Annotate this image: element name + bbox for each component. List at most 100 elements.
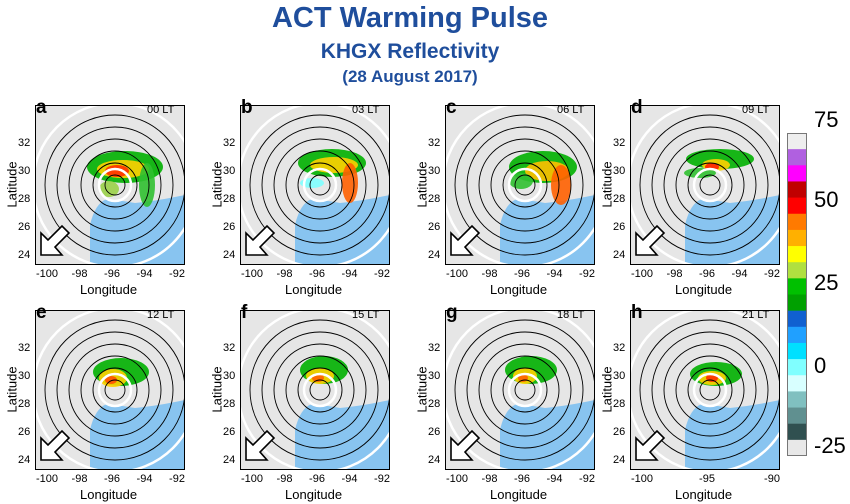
x-tick-label: -100 bbox=[445, 473, 469, 485]
y-tick-label: 24 bbox=[223, 249, 236, 261]
range-ring bbox=[514, 174, 536, 196]
x-tick-label: -92 bbox=[579, 268, 595, 280]
radar-map-g bbox=[445, 310, 595, 470]
x-tick-label: -98 bbox=[481, 268, 498, 280]
y-axis-label: Latitude bbox=[599, 161, 615, 208]
range-ring bbox=[651, 331, 769, 449]
colorbar-bin bbox=[787, 278, 807, 295]
range-ring bbox=[80, 355, 150, 425]
range-ring bbox=[687, 162, 733, 208]
x-axis-label: Longitude bbox=[675, 282, 733, 297]
reflectivity-echo bbox=[300, 178, 324, 188]
white-range-ring bbox=[302, 372, 338, 408]
y-tick-label: 30 bbox=[428, 370, 441, 382]
panel-time: 12 LT bbox=[147, 309, 175, 321]
reflectivity-echo bbox=[551, 165, 571, 205]
radar-map-a bbox=[35, 105, 185, 265]
range-ring bbox=[454, 319, 595, 461]
shear-arrow-icon bbox=[40, 224, 71, 256]
white-range-ring bbox=[97, 167, 133, 203]
y-tick-label: 28 bbox=[613, 398, 626, 410]
y-tick-label: 32 bbox=[613, 137, 626, 149]
panel-letter: c bbox=[446, 97, 457, 118]
range-ring bbox=[639, 319, 780, 461]
y-axis-label: Latitude bbox=[4, 366, 20, 413]
colorbar-bin bbox=[787, 439, 807, 456]
x-tick-label: -96 bbox=[309, 268, 325, 280]
range-ring bbox=[675, 150, 745, 220]
x-tick-label: -96 bbox=[309, 473, 325, 485]
range-ring bbox=[309, 379, 331, 401]
x-tick-label: -98 bbox=[276, 473, 293, 485]
x-tick-label: -96 bbox=[104, 268, 120, 280]
white-range-ring bbox=[302, 167, 338, 203]
range-ring bbox=[699, 174, 721, 196]
y-tick-label: 28 bbox=[223, 398, 236, 410]
range-ring bbox=[699, 379, 721, 401]
range-ring bbox=[478, 138, 572, 232]
x-axis-label: Longitude bbox=[675, 487, 733, 502]
x-tick-label: -96 bbox=[104, 473, 120, 485]
range-ring bbox=[44, 319, 185, 461]
shear-arrow-icon bbox=[635, 429, 666, 461]
reflectivity-echo bbox=[105, 376, 117, 384]
colorbar-bin bbox=[787, 246, 807, 263]
range-ring bbox=[249, 319, 390, 461]
x-tick-label: -100 bbox=[240, 268, 264, 280]
panel-time: 09 LT bbox=[742, 104, 770, 116]
range-ring bbox=[675, 355, 745, 425]
panel-time: 18 LT bbox=[557, 309, 585, 321]
y-tick-label: 24 bbox=[613, 249, 626, 261]
reflectivity-echo bbox=[99, 181, 119, 197]
range-ring bbox=[80, 150, 150, 220]
shear-arrow-icon bbox=[245, 224, 276, 256]
y-tick-label: 32 bbox=[613, 342, 626, 354]
y-tick-label: 28 bbox=[428, 193, 441, 205]
x-tick-label: -98 bbox=[71, 268, 88, 280]
range-ring bbox=[104, 379, 126, 401]
panel-letter: h bbox=[631, 302, 643, 323]
panel-time: 06 LT bbox=[557, 104, 585, 116]
y-tick-label: 28 bbox=[18, 193, 31, 205]
colorbar-bin bbox=[787, 423, 807, 441]
panel-letter: g bbox=[446, 302, 458, 323]
white-range-ring bbox=[97, 372, 133, 408]
radar-map-h bbox=[630, 310, 780, 470]
y-tick-label: 24 bbox=[613, 454, 626, 466]
range-ring bbox=[261, 126, 379, 244]
x-tick-label: -90 bbox=[764, 473, 780, 485]
x-tick-label: -94 bbox=[546, 473, 563, 485]
panel-time: 21 LT bbox=[742, 309, 770, 321]
x-tick-label: -94 bbox=[731, 268, 748, 280]
y-tick-label: 30 bbox=[18, 370, 31, 382]
y-tick-label: 30 bbox=[223, 165, 236, 177]
range-ring bbox=[639, 114, 780, 256]
x-axis-label: Longitude bbox=[80, 487, 138, 502]
y-tick-label: 26 bbox=[613, 221, 626, 233]
y-tick-label: 26 bbox=[613, 426, 626, 438]
range-ring bbox=[297, 367, 343, 413]
radar-map-c bbox=[445, 105, 595, 265]
range-ring bbox=[502, 162, 548, 208]
range-ring bbox=[56, 126, 174, 244]
range-ring bbox=[478, 343, 572, 437]
x-axis-label: Longitude bbox=[285, 282, 343, 297]
x-tick-label: -95 bbox=[699, 473, 715, 485]
x-tick-label: -92 bbox=[374, 268, 390, 280]
y-tick-label: 32 bbox=[223, 137, 236, 149]
range-ring bbox=[490, 150, 560, 220]
colorbar-bin bbox=[787, 359, 807, 376]
colorbar-bin bbox=[787, 326, 807, 344]
range-ring bbox=[663, 343, 757, 437]
y-tick-label: 32 bbox=[428, 137, 441, 149]
shear-arrow-icon bbox=[450, 224, 481, 256]
y-tick-label: 26 bbox=[428, 426, 441, 438]
y-tick-label: 30 bbox=[18, 165, 31, 177]
range-ring bbox=[68, 138, 162, 232]
colorbar-label: 0 bbox=[814, 353, 827, 378]
range-ring bbox=[502, 367, 548, 413]
y-axis-label: Latitude bbox=[209, 161, 225, 208]
y-tick-label: 24 bbox=[428, 249, 441, 261]
x-tick-label: -92 bbox=[764, 268, 780, 280]
colorbar-label: 50 bbox=[814, 187, 839, 212]
